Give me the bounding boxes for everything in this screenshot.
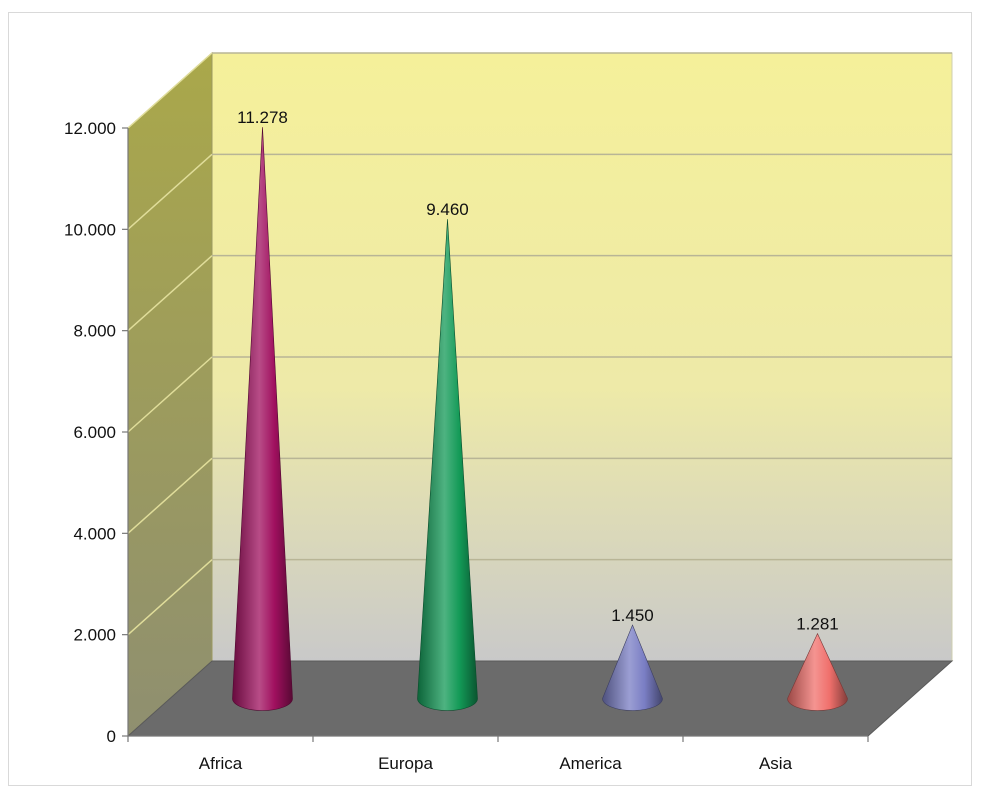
gridline-side [127, 559, 213, 636]
y-tick-label: 2.000 [73, 626, 116, 645]
y-tick-label: 12.000 [64, 119, 116, 138]
gridline-side [127, 356, 213, 433]
y-tick-label: 10.000 [64, 220, 116, 239]
data-label-europa: 9.460 [426, 200, 469, 219]
cone-america [602, 624, 663, 711]
gridline-side [127, 52, 213, 129]
data-label-asia: 1.281 [796, 615, 839, 634]
x-tick-label: Asia [759, 754, 793, 773]
data-label-africa: 11.278 [237, 108, 288, 127]
y-tick-label: 8.000 [73, 322, 116, 341]
data-label-america: 1.450 [611, 606, 654, 625]
y-axis-ticks: 0 2.000 4.000 6.000 8.000 10.000 12.000 [64, 119, 128, 746]
x-tick-label: Africa [199, 754, 243, 773]
gridlines [127, 52, 952, 636]
gridline-side [127, 457, 213, 534]
data-labels: 11.278 9.460 1.450 1.281 [237, 108, 839, 634]
y-tick-label: 4.000 [73, 524, 116, 543]
y-tick-label: 0 [107, 727, 116, 746]
x-tick-label: America [559, 754, 622, 773]
gridline-side [127, 153, 213, 230]
gridline-side [127, 255, 213, 332]
cone-africa [232, 127, 293, 711]
y-tick-label: 6.000 [73, 423, 116, 442]
cone-europa [417, 219, 478, 711]
x-axis-ticks: Africa Europa America Asia [127, 736, 869, 773]
cone-asia [787, 632, 848, 711]
x-tick-label: Europa [378, 754, 433, 773]
cones [232, 127, 848, 711]
